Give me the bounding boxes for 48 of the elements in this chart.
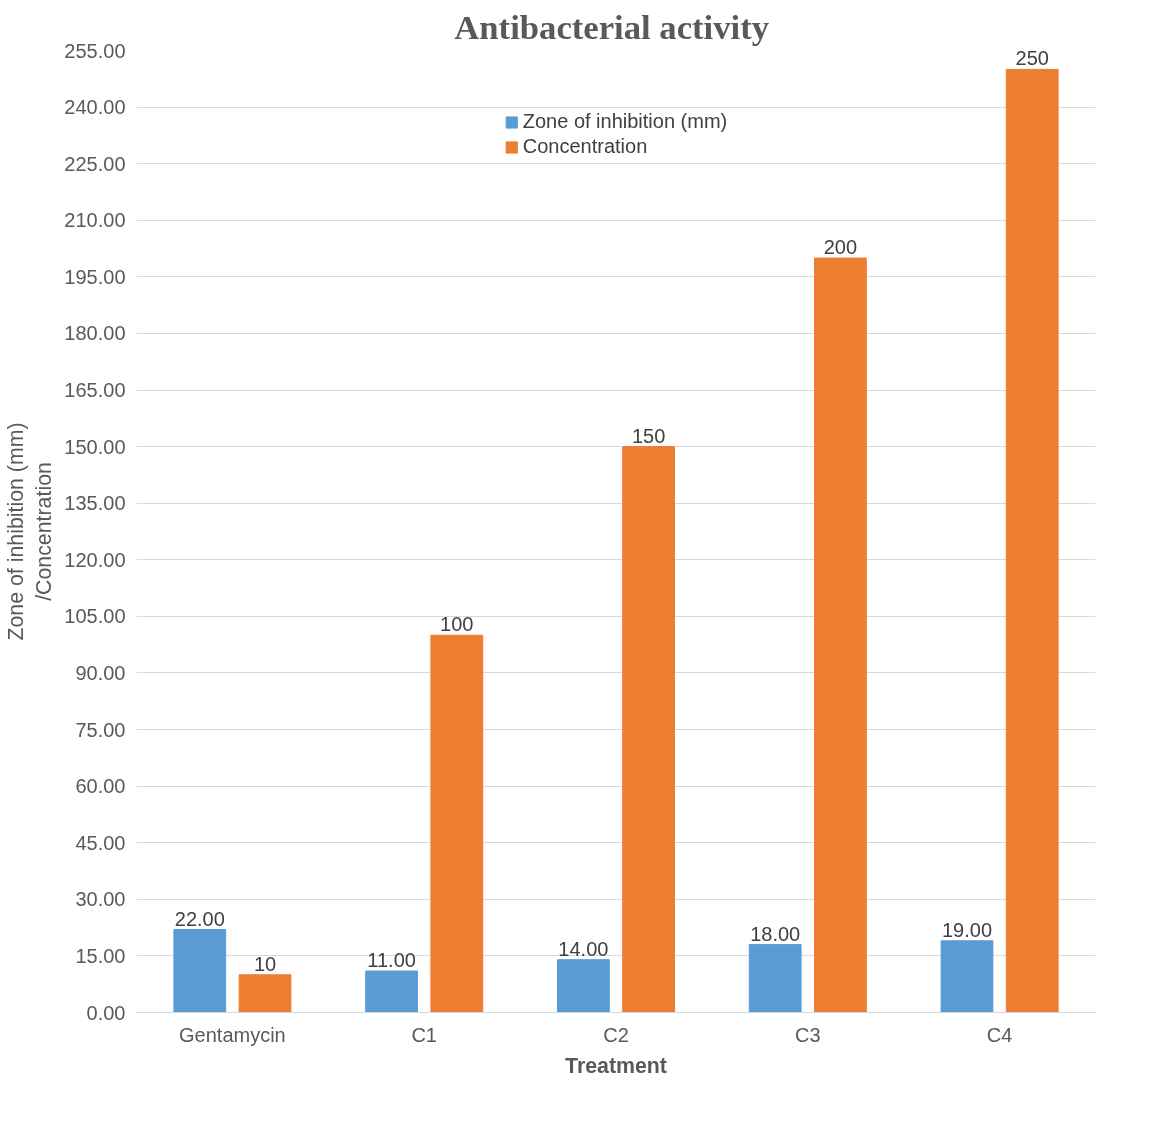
bar xyxy=(173,929,227,1013)
y-axis-title: Zone of inhibition (mm) /Concentration xyxy=(3,422,57,641)
bar xyxy=(748,944,802,1013)
x-axis-title: Treatment xyxy=(565,1053,667,1078)
y-tick-label: 120.00 xyxy=(64,548,126,571)
y-tick-label: 45.00 xyxy=(75,831,126,854)
y-tick-label: 255.00 xyxy=(64,39,126,62)
data-label: 14.00 xyxy=(558,937,609,960)
data-label: 200 xyxy=(823,235,858,258)
y-tick-label: 225.00 xyxy=(64,152,126,175)
bar xyxy=(814,257,867,1013)
data-label: 22.00 xyxy=(174,907,225,930)
bar xyxy=(557,959,610,1013)
data-label: 100 xyxy=(440,613,474,636)
bar xyxy=(430,634,484,1013)
x-tick-label: C1 xyxy=(411,1023,437,1046)
y-tick-label: 0.00 xyxy=(86,1001,126,1024)
bar xyxy=(1005,68,1059,1013)
y-tick-label: 30.00 xyxy=(75,888,126,911)
y-tick-label: 180.00 xyxy=(64,322,126,345)
data-label: 10 xyxy=(253,952,277,975)
y-tick-label: 165.00 xyxy=(64,379,126,402)
y-tick-label: 210.00 xyxy=(64,209,126,232)
y-tick-label: 60.00 xyxy=(75,775,126,798)
y-tick-label: 15.00 xyxy=(75,944,126,967)
x-tick-label: Gentamycin xyxy=(179,1023,286,1046)
y-tick-label: 195.00 xyxy=(64,265,126,288)
y-tick-label: 90.00 xyxy=(75,661,126,684)
data-label: 11.00 xyxy=(367,949,416,971)
y-tick-label: 135.00 xyxy=(64,492,126,515)
data-label: 250 xyxy=(1015,47,1049,70)
legend-label: Zone of inhibition (mm) xyxy=(522,110,728,133)
bar xyxy=(365,970,418,1013)
bar xyxy=(622,446,675,1013)
legend-label: Concentration xyxy=(522,135,648,158)
x-tick-label: C3 xyxy=(795,1023,821,1046)
data-label: 19.00 xyxy=(941,918,993,941)
chart-title: Antibacterial activity xyxy=(454,7,770,46)
y-tick-label: 75.00 xyxy=(75,718,126,741)
bar xyxy=(238,974,292,1013)
x-tick-label: C4 xyxy=(986,1023,1013,1046)
y-tick-label: 240.00 xyxy=(64,96,126,119)
x-tick-label: C2 xyxy=(603,1023,629,1046)
data-label: 150 xyxy=(631,424,666,447)
data-label: 18.00 xyxy=(750,922,801,945)
bar xyxy=(940,940,994,1013)
y-tick-label: 150.00 xyxy=(64,435,126,458)
y-tick-label: 105.00 xyxy=(64,605,126,628)
